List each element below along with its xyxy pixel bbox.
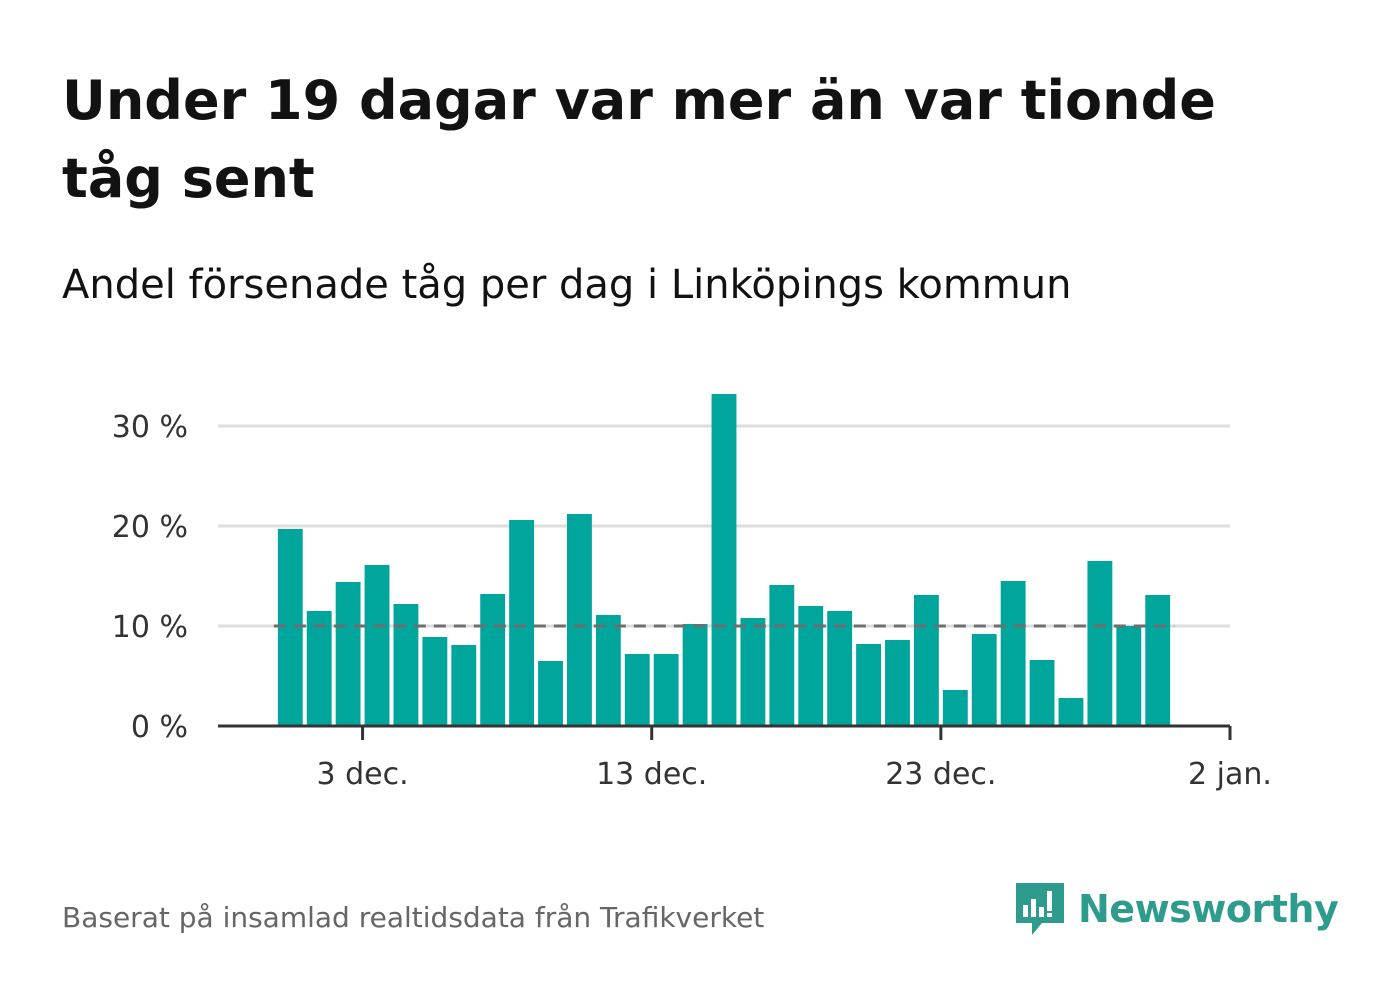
bar [624, 654, 650, 726]
bar [1145, 595, 1171, 726]
bar [595, 615, 621, 726]
y-tick-label: 10 % [112, 610, 188, 645]
logo-text: Newsworthy [1078, 887, 1339, 931]
y-tick-labels: 0 % 10 % 20 % 30 % [112, 410, 188, 745]
bar [711, 394, 737, 726]
x-tick-labels: 3 dec. 13 dec. 23 dec. 2 jan. [316, 757, 1271, 792]
bar [769, 585, 795, 726]
chart-subtitle: Andel försenade tåg per dag i Linköpings… [62, 262, 1072, 308]
bar [335, 582, 361, 726]
bar [913, 595, 939, 726]
bar [538, 661, 563, 726]
y-tick-label: 20 % [112, 510, 188, 545]
bar [856, 644, 882, 726]
bar [364, 565, 390, 726]
y-tick-label: 30 % [112, 410, 188, 445]
x-tick-label: 3 dec. [316, 757, 408, 792]
bar [566, 514, 592, 726]
x-tick-label: 13 dec. [596, 757, 707, 792]
bar [422, 637, 448, 726]
chart-title: Under 19 dagar var mer än var tionde tåg… [62, 69, 1216, 210]
x-axis [218, 724, 1232, 740]
bar [306, 611, 332, 726]
bar [451, 645, 477, 726]
bar [1029, 660, 1055, 726]
bar [740, 618, 766, 726]
bar [509, 520, 535, 726]
newsworthy-logo: Newsworthy [1012, 878, 1339, 940]
source-note: Baserat på insamlad realtidsdata från Tr… [62, 901, 765, 934]
bars [277, 394, 1171, 726]
bar [798, 606, 824, 726]
bar [480, 594, 506, 726]
bar [1087, 561, 1113, 726]
bar [827, 611, 853, 726]
y-tick-label: 0 % [131, 710, 188, 745]
bar [885, 640, 910, 726]
bar [971, 634, 997, 726]
x-tick-label: 2 jan. [1188, 757, 1272, 792]
bar [393, 604, 419, 726]
x-tick-label: 23 dec. [885, 757, 996, 792]
bar [942, 690, 968, 726]
newsworthy-logo-icon [1016, 883, 1064, 935]
bar [1000, 581, 1026, 726]
bar [1058, 698, 1084, 726]
bar [1116, 626, 1142, 726]
bar [682, 624, 708, 726]
bar [653, 654, 679, 726]
